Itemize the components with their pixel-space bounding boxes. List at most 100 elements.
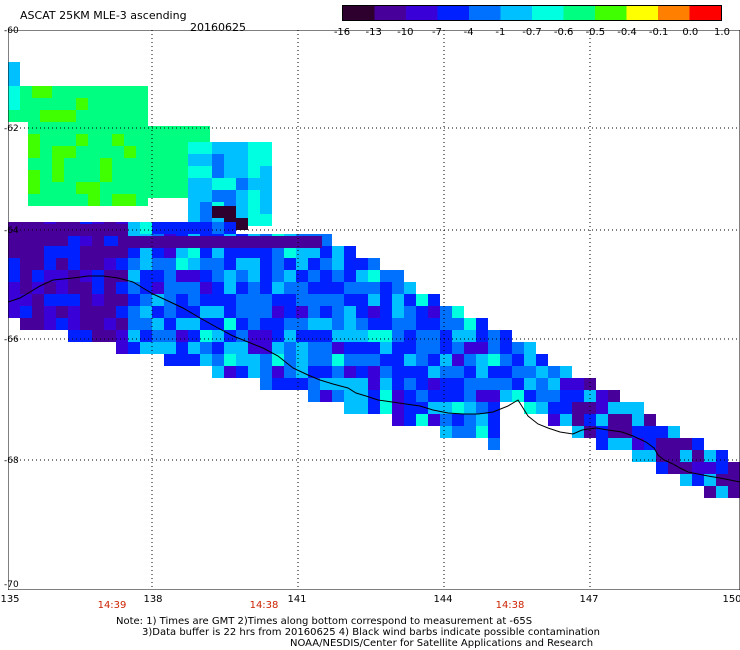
swath-pixel [344,366,356,378]
swath-pixel [104,234,116,246]
swath-pixel [512,354,524,366]
swath-pixel [356,258,368,270]
swath-pixel [224,354,236,366]
swath-pixel [584,378,596,390]
swath-pixel [296,270,308,282]
swath-pixel [296,282,308,294]
swath-pixel [680,450,692,462]
swath-pixel [380,306,392,318]
swath-pixel [716,462,728,474]
swath-pixel [284,378,296,390]
swath-pixel [260,354,272,366]
swath-pixel [92,282,104,294]
swath-pixel [608,426,620,438]
swath-pixel [152,246,164,258]
swath-pixel [164,258,176,270]
swath-pixel [440,426,452,438]
swath-pixel [392,306,404,318]
swath-pixel [284,354,296,366]
swath-pixel [392,402,404,414]
swath-pixel [476,402,488,414]
swath-pixel [152,270,164,282]
swath-pixel [284,342,296,354]
swath-pixel [92,306,104,318]
swath-pixel [452,414,464,426]
swath-pixel [176,354,188,366]
swath-pixel [320,378,332,390]
swath-pixel [260,294,272,306]
swath-pixel [284,294,296,306]
swath-pixel [296,330,308,342]
swath-pixel [260,142,272,154]
color-scale-swatch [532,6,564,20]
swath-pixel [392,294,404,306]
swath-pixel [320,366,332,378]
swath-pixel [272,378,284,390]
swath-pixel [32,270,44,282]
swath-pixel [188,142,200,154]
swath-pixel [92,224,104,236]
swath-pixel [128,246,140,258]
swath-pixel [136,98,148,110]
longitude-label: 141 [287,594,307,605]
swath-pixel [524,378,536,390]
swath-pixel [200,222,212,234]
swath-pixel [174,150,186,162]
swath-pixel [656,462,668,474]
swath-pixel [452,318,464,330]
swath-pixel [80,224,92,236]
swath-pixel [188,270,200,282]
swath-pixel [64,182,76,194]
swath-pixel [80,258,92,270]
swath-pixel [236,202,248,214]
color-scale-swatch [469,6,501,20]
swath-pixel [224,166,236,178]
swath-pixel [572,414,584,426]
swath-pixel [212,166,224,178]
swath-pixel [320,270,332,282]
swath-pixel [260,178,272,190]
swath-pixel [572,390,584,402]
swath-pixel [464,354,476,366]
swath-pixel [104,318,116,330]
swath-pixel [344,318,356,330]
swath-pixel [200,318,212,330]
swath-pixel [260,306,272,318]
swath-pixel [150,162,162,174]
swath-pixel [224,246,236,258]
swath-pixel [476,366,488,378]
swath-pixel [64,86,76,98]
swath-pixel [332,270,344,282]
swath-pixel [632,414,644,426]
swath-pixel [32,282,44,294]
swath-pixel [164,282,176,294]
swath-pixel [150,138,162,150]
swath-pixel [428,414,440,426]
swath-pixel [356,378,368,390]
swath-pixel [296,258,308,270]
swath-pixel [166,236,178,248]
swath-pixel [320,390,332,402]
color-scale-swatch [343,6,375,20]
swath-pixel [224,366,236,378]
swath-pixel [344,354,356,366]
swath-pixel [248,270,260,282]
swath-pixel [174,186,186,198]
swath-pixel [150,126,162,138]
swath-pixel [428,366,440,378]
swath-pixel [40,86,52,98]
swath-pixel [536,354,548,366]
swath-pixel [272,258,284,270]
swath-pixel [152,330,164,342]
swath-pixel [236,166,248,178]
color-scale-label: -0.6 [553,27,574,38]
swath-pixel [76,170,88,182]
swath-pixel [92,258,104,270]
swath-pixel [404,306,416,318]
swath-pixel [176,330,188,342]
swath-pixel [176,270,188,282]
swath-pixel [320,342,332,354]
swath-pixel [28,122,40,134]
swath-pixel [64,158,76,170]
swath-pixel [44,306,56,318]
